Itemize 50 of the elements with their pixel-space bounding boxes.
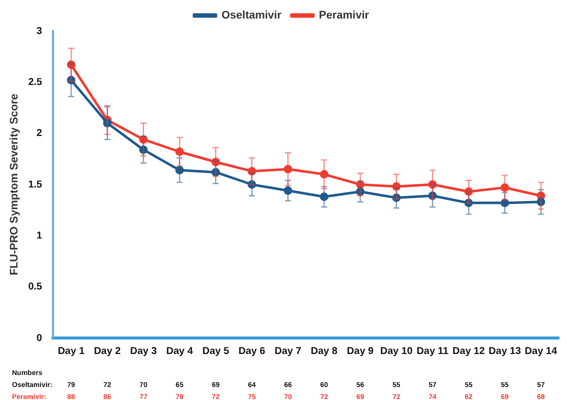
point	[320, 170, 328, 179]
x-tick-label: Day 4	[166, 346, 194, 357]
legend-label: Oseltamivir	[221, 10, 282, 22]
x-tick-label: Day 8	[310, 346, 338, 357]
point	[139, 145, 148, 154]
point	[392, 182, 401, 191]
x-tick-label: Day 5	[202, 346, 230, 357]
y-tick-label: 0.5	[28, 282, 43, 293]
x-tick-label: Day 2	[94, 346, 122, 357]
point	[103, 118, 112, 128]
point	[356, 187, 365, 196]
point	[66, 60, 76, 70]
point	[248, 166, 256, 176]
y-tick-label: 1	[36, 230, 43, 242]
point	[392, 194, 401, 202]
point	[536, 198, 546, 206]
y-tick-label: 1.5	[28, 179, 43, 190]
x-tick-label: Day 11	[416, 346, 449, 357]
y-tick-label: 2	[36, 128, 43, 140]
y-axis-title: FLU-PRO Symptom Severity Score	[8, 94, 21, 276]
point	[139, 135, 148, 144]
x-tick-label: Day 1	[58, 346, 85, 357]
point	[66, 76, 76, 84]
point	[500, 198, 510, 208]
point	[500, 183, 510, 192]
x-tick-label: Day 10	[380, 346, 413, 357]
point	[211, 158, 220, 166]
point	[284, 164, 292, 174]
point	[248, 180, 256, 189]
point	[175, 148, 184, 156]
x-tick-label: Day 9	[346, 346, 374, 357]
x-tick-label: Day 7	[274, 346, 302, 357]
point	[356, 180, 365, 189]
point	[464, 198, 473, 208]
point	[320, 192, 328, 202]
y-tick-label: 0	[36, 332, 43, 344]
x-tick-label: Day 14	[524, 346, 558, 357]
point	[464, 187, 473, 196]
x-tick-label: Day 3	[130, 346, 158, 357]
x-tick-label: Day 6	[238, 346, 266, 357]
x-tick-label: Day 12	[452, 346, 486, 357]
y-tick-label: 2.5	[28, 76, 43, 88]
y-tick-label: 3	[36, 26, 43, 37]
point	[428, 192, 437, 200]
x-tick-label: Day 13	[488, 346, 522, 357]
point	[284, 186, 292, 195]
point	[175, 166, 184, 174]
legend-label: Peramivir	[318, 10, 370, 22]
point	[428, 180, 437, 189]
point	[211, 168, 220, 176]
